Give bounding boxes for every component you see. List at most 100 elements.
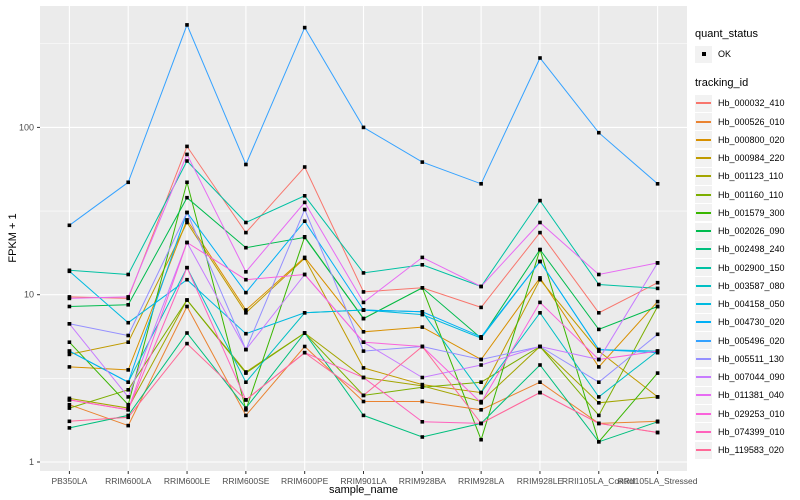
legend-key-box — [695, 204, 712, 222]
legend-color-swatch — [696, 339, 711, 342]
legend-item-label: Hb_002498_240 — [718, 244, 785, 255]
svg-text:RRIM928BA: RRIM928BA — [399, 476, 447, 486]
legend-item-label: Hb_001123_110 — [718, 171, 784, 182]
legend-key-box — [695, 45, 712, 63]
legend-item-Hb_001123_110: Hb_001123_110 — [695, 167, 799, 185]
legend-item-Hb_119583_020: Hb_119583_020 — [695, 441, 799, 459]
legend-item-Hb_002900_150: Hb_002900_150 — [695, 259, 799, 277]
legend-color-swatch — [696, 120, 711, 123]
legend-key-box — [695, 149, 712, 167]
legend-item-label: OK — [718, 49, 732, 60]
legend-item-Hb_001579_300: Hb_001579_300 — [695, 204, 799, 222]
legend-key-box — [695, 240, 712, 258]
legend-item-label: Hb_002900_150 — [718, 262, 785, 273]
legend-item-Hb_000526_010: Hb_000526_010 — [695, 113, 799, 131]
legend-key-box — [695, 131, 712, 149]
svg-text:RRIM928LA: RRIM928LA — [458, 476, 505, 486]
legend-key-box — [695, 222, 712, 240]
legend-item-Hb_004730_020: Hb_004730_020 — [695, 313, 799, 331]
svg-text:RRII105LA_Stressed: RRII105LA_Stressed — [618, 476, 698, 486]
point-marker-icon — [701, 52, 706, 57]
legend-color-swatch — [696, 157, 711, 160]
legend-key-box — [695, 313, 712, 331]
legend-tracking-id-items: Hb_000032_410 Hb_000526_010 Hb_000800_020 H… — [695, 94, 799, 459]
legend-item-label: Hb_011381_040 — [718, 390, 784, 401]
legend-item-Hb_000032_410: Hb_000032_410 — [695, 94, 799, 112]
svg-text:100: 100 — [19, 122, 34, 132]
legend-item-label: Hb_001160_110 — [718, 189, 784, 200]
legend-item-Hb_000800_020: Hb_000800_020 — [695, 131, 799, 149]
svg-text:RRII105LA_Control: RRII105LA_Control — [562, 476, 636, 486]
legend-key-box — [695, 94, 712, 112]
legend-item-Hb_002026_090: Hb_002026_090 — [695, 222, 799, 240]
legend-color-swatch — [696, 211, 711, 214]
svg-text:PB350LA: PB350LA — [51, 476, 87, 486]
legend-item-label: Hb_002026_090 — [718, 226, 785, 237]
legend-item-label: Hb_005496_020 — [718, 335, 785, 346]
legend-key-box — [695, 405, 712, 423]
svg-text:RRIM600PE: RRIM600PE — [281, 476, 329, 486]
axis-ticks — [37, 126, 659, 474]
legend-item-Hb_001160_110: Hb_001160_110 — [695, 186, 799, 204]
x-tick-labels: PB350LA RRIM600LA RRIM600LE RRIM600SE RRIM60… — [51, 476, 697, 486]
legend-item-Hb_029253_010: Hb_029253_010 — [695, 405, 799, 423]
svg-text:RRIM600LE: RRIM600LE — [164, 476, 211, 486]
legend-item-label: Hb_001579_300 — [718, 207, 785, 218]
svg-text:RRIM600LA: RRIM600LA — [105, 476, 152, 486]
legend-key-box — [695, 277, 712, 295]
legend-color-swatch — [696, 230, 711, 233]
legend-color-swatch — [696, 430, 711, 433]
y-axis-title: FPKM + 1 — [7, 213, 19, 263]
legend-key-box — [695, 386, 712, 404]
y-tick-labels: 1 10 100 — [19, 122, 34, 467]
svg-text:1: 1 — [29, 457, 34, 467]
legend-item-label: Hb_000984_220 — [718, 153, 785, 164]
legend-item-label: Hb_004730_020 — [718, 317, 785, 328]
legend-color-swatch — [696, 193, 711, 196]
svg-text:10: 10 — [24, 290, 34, 300]
legend-item-Hb_002498_240: Hb_002498_240 — [695, 240, 799, 258]
legend-color-swatch — [696, 357, 711, 360]
legend-item-label: Hb_029253_010 — [718, 408, 785, 419]
legend-item-Hb_074399_010: Hb_074399_010 — [695, 423, 799, 441]
legend-key-box — [695, 332, 712, 350]
legend-item-label: Hb_000800_020 — [718, 134, 785, 145]
x-axis-title: sample_name — [328, 484, 399, 496]
legend-key-box — [695, 350, 712, 368]
legend-item-Hb_005496_020: Hb_005496_020 — [695, 332, 799, 350]
legend-item-label: Hb_000526_010 — [718, 116, 785, 127]
legend-color-swatch — [696, 394, 711, 397]
legend-key-box — [695, 259, 712, 277]
legend-color-swatch — [696, 303, 711, 306]
legend-key-box — [695, 295, 712, 313]
legend-key-box — [695, 186, 712, 204]
legend-color-swatch — [696, 412, 711, 415]
legend-color-swatch — [696, 138, 711, 141]
legend-key-box — [695, 423, 712, 441]
legend-color-swatch — [696, 321, 711, 324]
legend-item-label: Hb_004158_050 — [718, 299, 785, 310]
legend-item-Hb_011381_040: Hb_011381_040 — [695, 386, 799, 404]
legend-color-swatch — [696, 248, 711, 251]
legend: quant_status OK tracking_id Hb_000032_41… — [695, 28, 799, 459]
legend-key-box — [695, 167, 712, 185]
legend-key-box — [695, 368, 712, 386]
legend-item-Hb_004158_050: Hb_004158_050 — [695, 295, 799, 313]
legend-key-box — [695, 441, 712, 459]
legend-item-Hb_007044_090: Hb_007044_090 — [695, 368, 799, 386]
legend-title-quant-status: quant_status — [695, 28, 758, 40]
legend-color-swatch — [696, 284, 711, 287]
legend-color-swatch — [696, 266, 711, 269]
legend-item-Hb_003587_080: Hb_003587_080 — [695, 277, 799, 295]
legend-color-swatch — [696, 102, 711, 105]
legend-item-label: Hb_119583_020 — [718, 445, 784, 456]
data-points — [67, 23, 660, 444]
legend-color-swatch — [696, 175, 711, 178]
legend-item-label: Hb_005511_130 — [718, 353, 784, 364]
legend-item-label: Hb_003587_080 — [718, 280, 785, 291]
legend-item-Hb_005511_130: Hb_005511_130 — [695, 350, 799, 368]
legend-color-swatch — [696, 449, 711, 452]
legend-title-tracking-id: tracking_id — [695, 77, 749, 90]
